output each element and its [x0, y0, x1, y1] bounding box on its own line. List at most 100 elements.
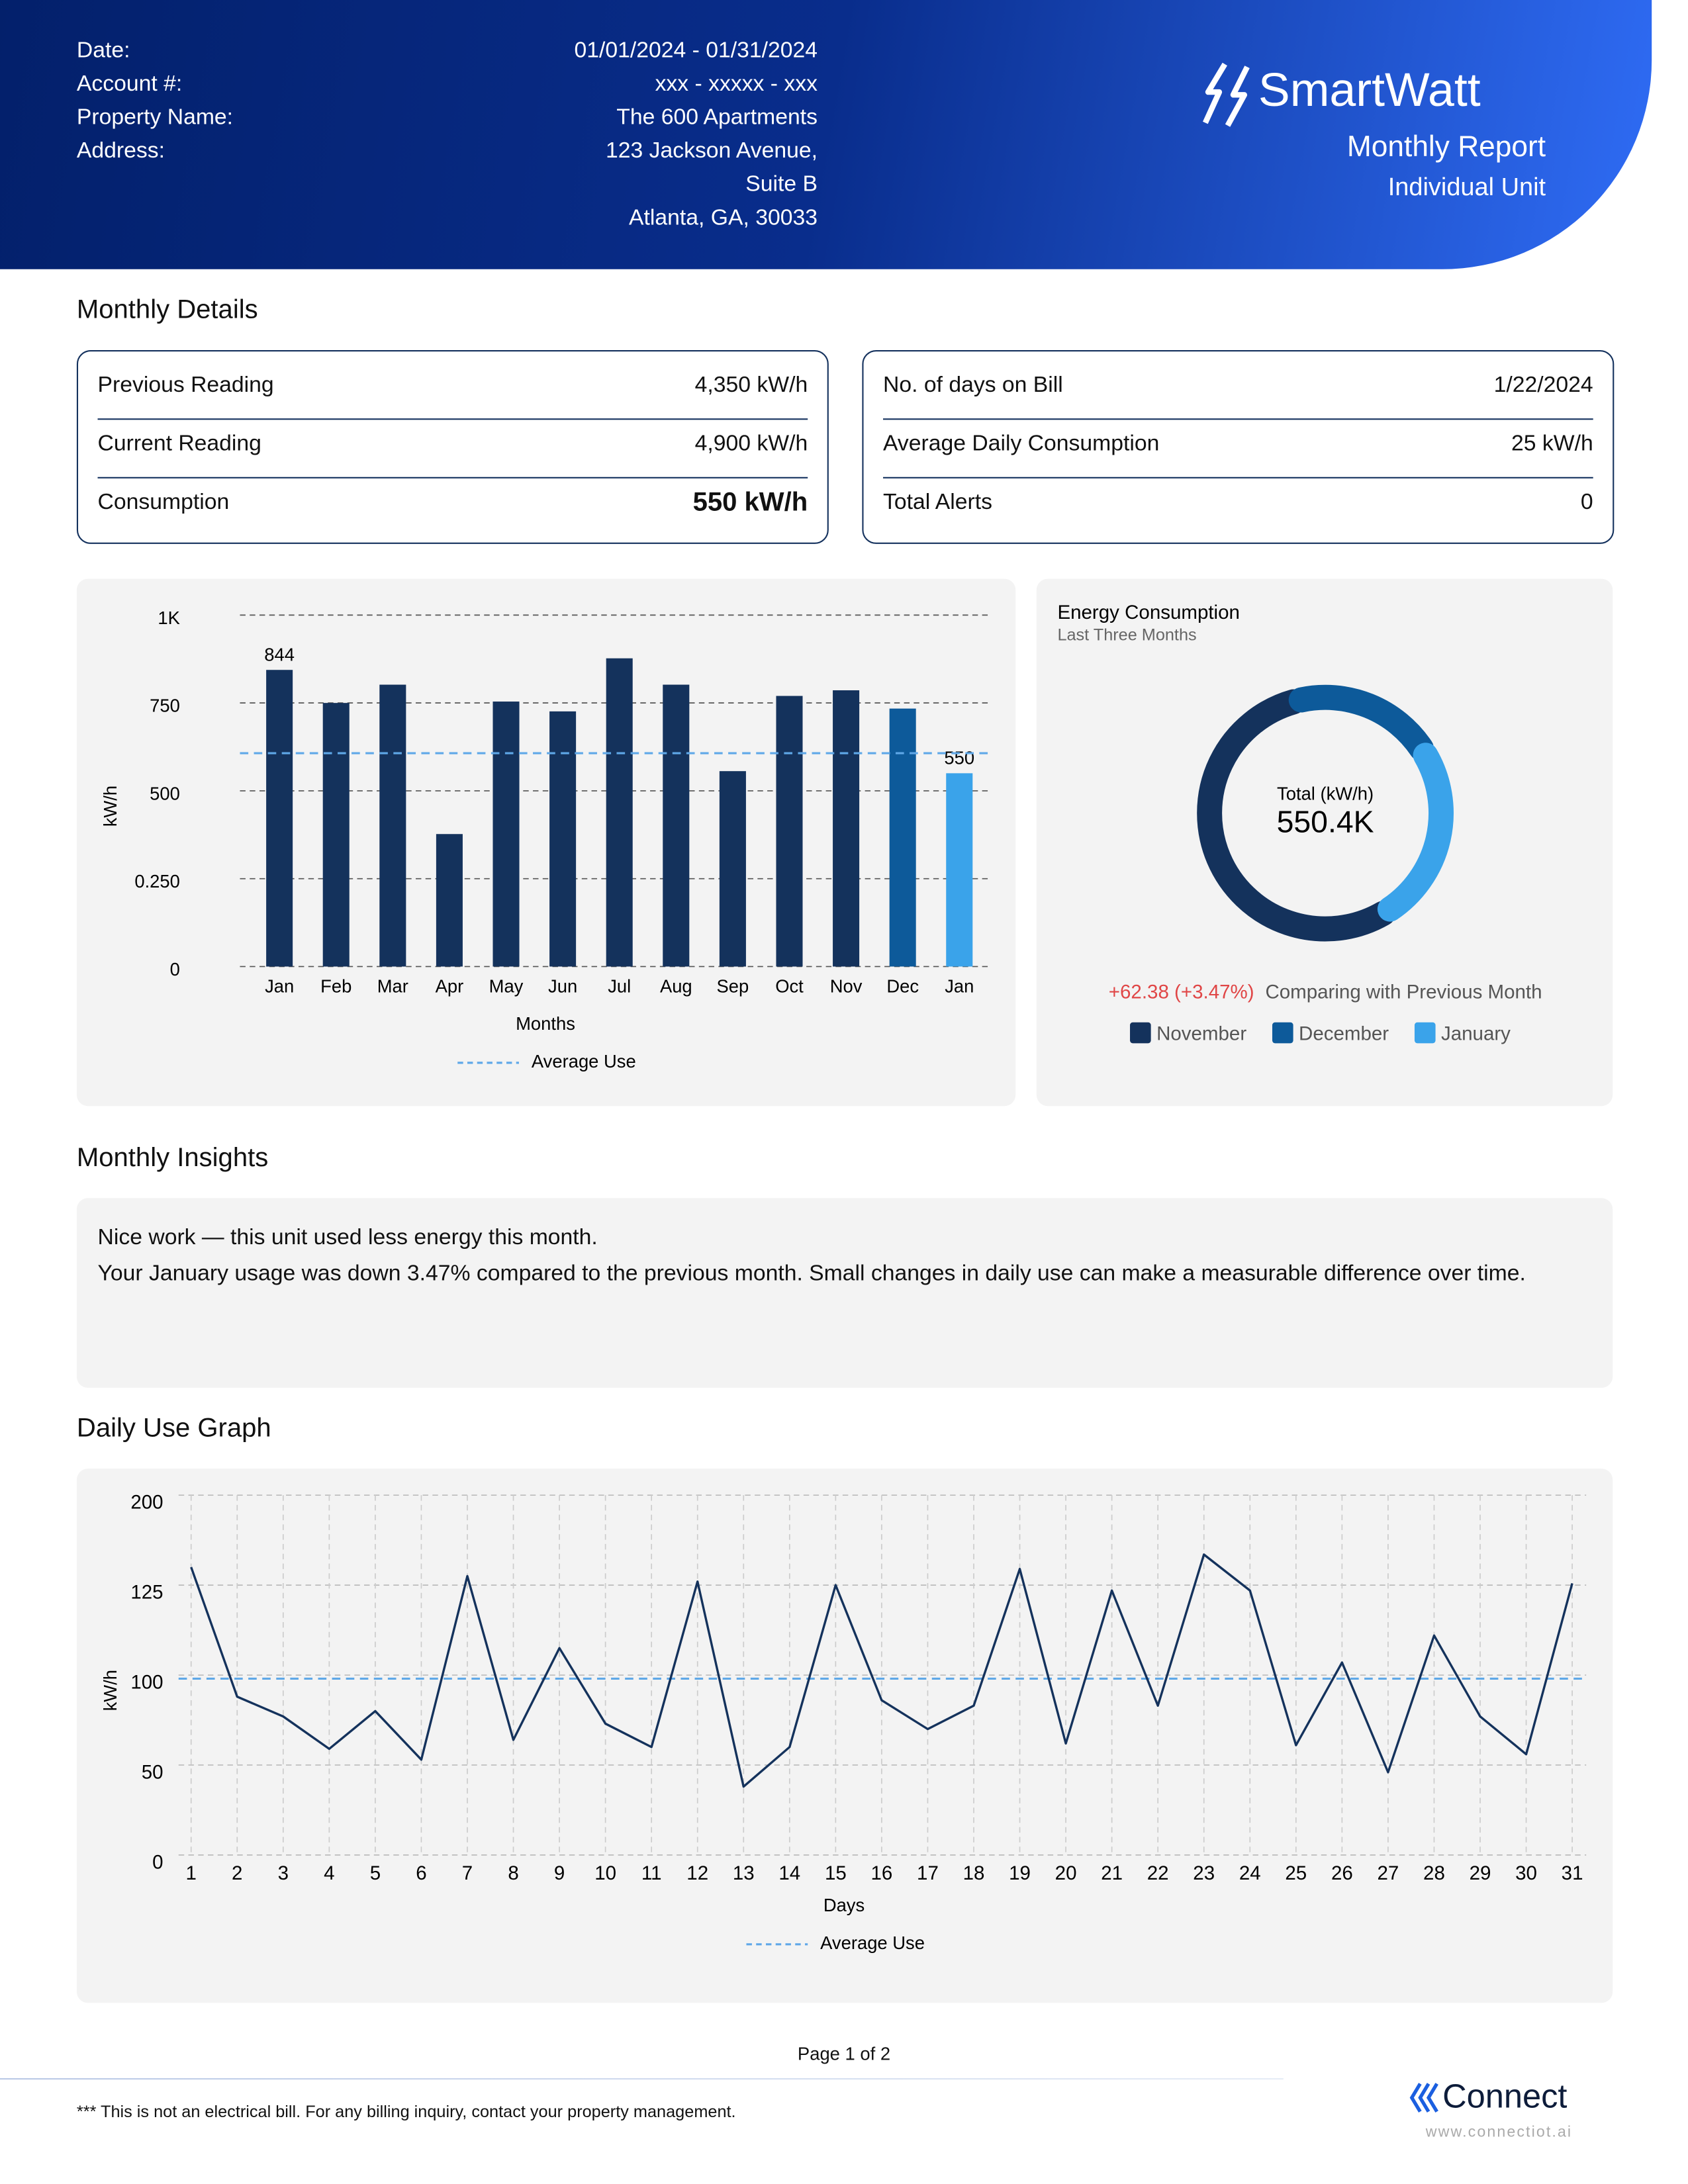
- donut-subtitle: Last Three Months: [1057, 626, 1196, 645]
- x-tick-label: 2: [232, 1862, 242, 1884]
- detail-row: Current Reading 4,900 kW/h: [97, 418, 808, 478]
- insight-line: Your January usage was down 3.47% compar…: [97, 1262, 1526, 1287]
- legend-swatch: [1130, 1022, 1151, 1044]
- section-title: Monthly Insights: [76, 1144, 269, 1173]
- section-title: Monthly Details: [76, 295, 258, 326]
- legend-label: Average Use: [820, 1933, 925, 1953]
- disclaimer: *** This is not an electrical bill. For …: [76, 2101, 736, 2122]
- bar: [833, 690, 860, 967]
- x-tick-label: 6: [416, 1862, 426, 1884]
- bar: [549, 711, 577, 967]
- header: SmartWatt Monthly Report Individual Unit…: [0, 0, 1652, 269]
- bar: [946, 773, 973, 967]
- company: Connect: [1442, 2078, 1568, 2116]
- field-value: The 600 Apartments: [616, 106, 818, 130]
- y-tick-label: 750: [150, 696, 180, 716]
- x-tick-label: 20: [1055, 1862, 1077, 1884]
- connect-logo: [1409, 2083, 1438, 2113]
- x-axis-label: Months: [516, 1013, 575, 1034]
- x-tick-label: 15: [825, 1862, 847, 1884]
- x-tick-label: May: [489, 976, 524, 996]
- y-axis-label: kW/h: [100, 786, 120, 827]
- field-value: 01/01/2024 - 01/31/2024: [574, 39, 818, 63]
- field-value: xxx - xxxxx - xxx: [655, 72, 818, 97]
- x-tick-label: 23: [1193, 1862, 1215, 1884]
- footer-rule: [0, 2078, 1284, 2080]
- x-tick-label: 27: [1377, 1862, 1399, 1884]
- details-box: No. of days on Bill 1/22/2024 Average Dail…: [862, 349, 1615, 544]
- bar: [436, 834, 463, 967]
- y-tick-label: 125: [130, 1582, 163, 1604]
- x-tick-label: 16: [870, 1862, 892, 1884]
- section-title: Daily Use Graph: [76, 1414, 271, 1444]
- detail-label: Consumption: [97, 490, 230, 515]
- x-tick-label: 25: [1285, 1862, 1307, 1884]
- bar: [663, 684, 690, 967]
- change-value: +62.38 (+3.47%): [1109, 981, 1254, 1003]
- bar: [322, 703, 350, 967]
- y-tick-label: 100: [130, 1671, 163, 1693]
- x-tick-label: 1: [186, 1862, 197, 1884]
- website: www.connectiot.ai: [1425, 2124, 1573, 2141]
- detail-row: Previous Reading 4,350 kW/h: [97, 360, 808, 420]
- detail-value: 1/22/2024: [1493, 373, 1593, 398]
- x-tick-label: 9: [554, 1862, 565, 1884]
- legend-label: January: [1441, 1023, 1511, 1045]
- detail-row: Consumption 550 kW/h: [98, 477, 808, 536]
- legend-label: November: [1156, 1023, 1246, 1045]
- detail-value: 25 kW/h: [1511, 432, 1593, 457]
- report-subtitle: Individual Unit: [1387, 173, 1546, 201]
- x-tick-label: Apr: [436, 976, 464, 996]
- insights-panel: Nice work — this unit used less energy t…: [76, 1198, 1613, 1388]
- detail-value: 550 kW/h: [692, 488, 808, 518]
- center-label: Total (kW/h): [1277, 783, 1374, 803]
- detail-label: No. of days on Bill: [883, 373, 1063, 398]
- donut-title: Energy Consumption: [1057, 602, 1239, 623]
- bar: [492, 702, 520, 967]
- daily-line: [190, 1553, 1573, 1788]
- x-tick-label: 24: [1239, 1862, 1261, 1884]
- detail-label: Previous Reading: [97, 373, 274, 398]
- bar: [889, 708, 916, 967]
- x-tick-label: 3: [278, 1862, 289, 1884]
- x-tick-label: Dec: [886, 976, 919, 996]
- detail-label: Current Reading: [97, 432, 261, 457]
- detail-label: Total Alerts: [883, 490, 992, 515]
- x-tick-label: Oct: [775, 976, 804, 996]
- details-box: Previous Reading 4,350 kW/h Current Readin…: [76, 349, 829, 544]
- field-label: Address:: [76, 139, 165, 163]
- x-tick-label: 26: [1331, 1862, 1353, 1884]
- y-tick-label: 0: [152, 1851, 163, 1873]
- x-tick-label: Mar: [377, 976, 408, 996]
- report-title: Monthly Report: [1346, 131, 1546, 163]
- y-tick-label: 0.250: [134, 871, 180, 891]
- x-tick-label: Feb: [320, 976, 352, 996]
- detail-value: 4,350 kW/h: [694, 373, 808, 398]
- x-tick-label: 12: [686, 1862, 708, 1884]
- y-tick-label: 500: [150, 783, 180, 803]
- line-panel: [76, 1469, 1613, 2003]
- page-number: Page 1 of 2: [797, 2043, 891, 2065]
- data-label: 844: [264, 644, 295, 664]
- x-tick-label: 17: [917, 1862, 939, 1884]
- x-tick-label: 14: [778, 1862, 800, 1884]
- x-tick-label: 31: [1562, 1862, 1583, 1884]
- x-tick-label: Sep: [717, 976, 749, 996]
- donut-panel: [1036, 578, 1613, 1107]
- donut-segment: [1377, 743, 1454, 922]
- x-tick-label: Jan: [945, 976, 974, 996]
- x-tick-label: 22: [1147, 1862, 1169, 1884]
- center-value: 550.4K: [1277, 805, 1374, 839]
- x-tick-label: 30: [1515, 1862, 1537, 1884]
- detail-value: 0: [1580, 490, 1593, 515]
- x-tick-label: 4: [324, 1862, 334, 1884]
- detail-row: Total Alerts 0: [883, 477, 1593, 536]
- x-tick-label: Aug: [660, 976, 692, 996]
- x-tick-label: 5: [370, 1862, 381, 1884]
- legend-swatch: [1272, 1022, 1293, 1044]
- donut-segment: [1197, 689, 1396, 942]
- legend-label: Average Use: [532, 1051, 636, 1071]
- x-tick-label: Jul: [608, 976, 631, 996]
